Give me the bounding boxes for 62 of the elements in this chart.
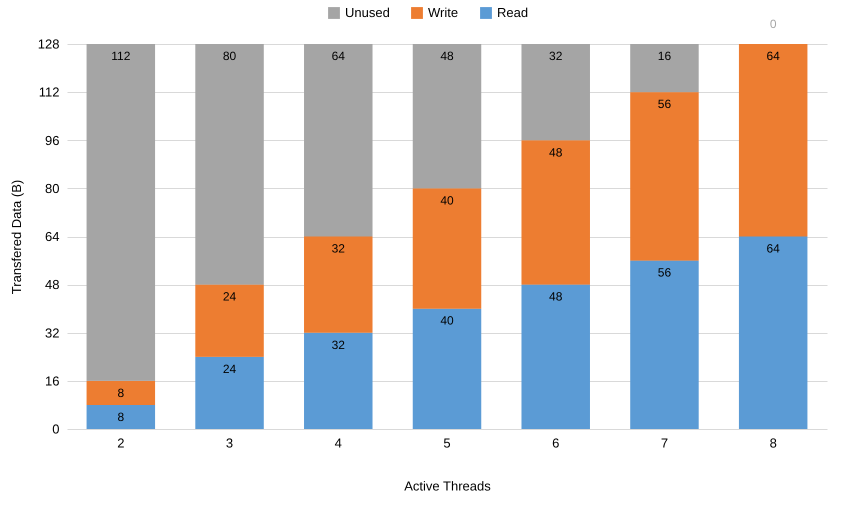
- y-tick-label: 128: [38, 36, 60, 52]
- bar: [195, 44, 264, 285]
- y-tick-label: 64: [45, 229, 60, 244]
- bar: [412, 308, 482, 429]
- y-tick-label: 48: [45, 277, 60, 292]
- bar: [630, 92, 699, 261]
- data-label: 64: [766, 49, 780, 63]
- bar: [195, 356, 264, 429]
- bar: [630, 44, 699, 92]
- data-label: 40: [440, 314, 454, 328]
- y-tick-label: 96: [45, 132, 60, 148]
- bar: [412, 44, 482, 188]
- bar: [86, 44, 156, 381]
- y-axis-title: Transfered Data (B): [8, 180, 24, 294]
- x-tick-label: 7: [660, 436, 668, 450]
- x-tick-label: 2: [117, 436, 124, 450]
- x-tick-label: 5: [443, 436, 451, 450]
- bar: [86, 404, 156, 429]
- legend-label: Unused: [345, 5, 390, 20]
- data-label: 24: [222, 362, 237, 376]
- data-label: 0: [770, 17, 777, 31]
- data-label: 24: [222, 290, 237, 304]
- data-label: 64: [766, 242, 780, 256]
- bar: [195, 284, 264, 357]
- data-label: 48: [440, 49, 454, 63]
- data-label: 112: [111, 49, 131, 63]
- data-label: 16: [658, 49, 672, 63]
- data-label: 56: [658, 266, 672, 280]
- y-tick-label: 112: [38, 84, 60, 100]
- x-tick-label: 8: [770, 436, 777, 450]
- bar: [521, 44, 590, 140]
- bar: [412, 188, 482, 309]
- legend-label: Write: [428, 5, 458, 20]
- bar: [738, 236, 808, 429]
- bar: [521, 284, 590, 429]
- x-axis-title: Active Threads: [404, 478, 492, 494]
- data-label: 32: [332, 242, 346, 256]
- y-tick-label: 80: [45, 180, 60, 196]
- bar: [304, 44, 373, 236]
- x-tick-label: 3: [226, 436, 234, 450]
- data-label: 40: [440, 193, 454, 208]
- x-tick-label: 6: [552, 436, 560, 450]
- y-tick-label: 16: [45, 373, 60, 388]
- data-label: 32: [332, 338, 346, 352]
- bar: [630, 260, 699, 429]
- data-label: 56: [658, 97, 672, 112]
- bar: [738, 44, 808, 236]
- bar: [86, 380, 156, 405]
- x-tick-label: 4: [334, 436, 342, 450]
- data-label: 8: [117, 386, 124, 400]
- data-label: 48: [549, 290, 563, 304]
- bar: [304, 332, 373, 429]
- legend-label: Read: [497, 5, 528, 20]
- y-tick-label: 32: [45, 325, 60, 340]
- bar: [304, 236, 373, 333]
- y-tick-label: 0: [52, 422, 60, 436]
- bar: [521, 140, 590, 285]
- data-label: 48: [549, 145, 563, 160]
- data-label: 32: [549, 49, 563, 63]
- data-label: 80: [222, 49, 237, 63]
- data-label: 64: [332, 49, 346, 63]
- data-label: 8: [117, 410, 124, 424]
